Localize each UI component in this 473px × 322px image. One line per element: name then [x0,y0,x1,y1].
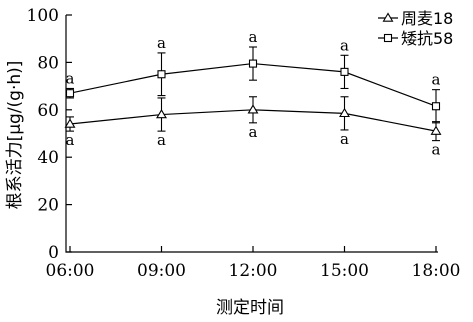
y-tick-label: 60 [37,101,59,121]
x-tick-label: 18:00 [412,261,461,281]
significance-label: a [340,130,349,148]
data-point [64,118,76,128]
x-tick-label: 15:00 [320,261,369,281]
data-point [247,104,259,114]
legend-item: 周麦18 [378,9,453,28]
significance-label: a [249,123,258,141]
legend-marker [382,12,394,22]
significance-label: a [249,28,258,46]
significance-label: a [157,131,166,149]
legend-marker [383,33,393,43]
y-tick-label: 20 [37,196,59,216]
significance-label: a [66,69,75,87]
y-tick-label: 0 [48,243,59,263]
legend-label: 周麦18 [401,9,453,28]
series-layer: a a a a a a a a a a [64,28,442,159]
x-axis-title: 测定时间 [216,298,284,318]
series-square: a a a a a [65,28,441,124]
series-triangle: a a a a a [64,96,442,159]
significance-label: a [340,36,349,54]
y-tick-label: 80 [37,53,59,73]
x-tick-label: 09:00 [137,261,186,281]
data-point [65,89,75,98]
data-point [156,108,167,119]
significance-label: a [432,141,441,159]
x-tick-label: 06:00 [46,261,95,281]
y-axis-title: 根系活力[μg/(g·h)] [5,61,25,210]
axes: 0 20 40 60 80 100 06:00 09:00 12:00 15:00 18:00 [27,6,461,281]
data-point [248,59,258,68]
data-point [431,102,441,111]
data-point [339,107,350,118]
significance-label: a [157,34,166,52]
x-tick-label: 12:00 [229,261,278,281]
significance-label: a [432,71,441,89]
significance-label: a [66,131,75,149]
data-point [430,125,442,135]
legend-item: 矮抗58 [378,29,453,48]
y-tick-label: 100 [27,6,59,26]
y-tick-label: 40 [37,148,59,168]
data-point [340,67,349,76]
legend-label: 矮抗58 [401,29,453,48]
data-point [157,70,166,79]
